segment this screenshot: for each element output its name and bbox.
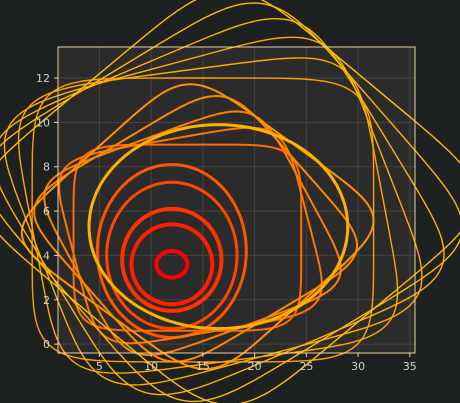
spiral-loop-5 — [72, 143, 303, 332]
y-tick-label: 6 — [43, 205, 50, 218]
spiral-loop-16 — [87, 123, 350, 331]
x-axis: 5 10 15 20 25 30 35 — [96, 353, 417, 373]
spiral-loop-7 — [43, 110, 342, 356]
y-axis: 0 2 4 6 8 10 12 — [36, 72, 58, 351]
x-tick-label: 30 — [351, 360, 365, 373]
y-tick-label: 12 — [36, 72, 50, 85]
x-tick-label: 25 — [299, 360, 313, 373]
y-tick-label: 10 — [36, 116, 50, 129]
x-tick-label: 10 — [144, 360, 158, 373]
x-tick-label: 35 — [403, 360, 417, 373]
plot-area — [58, 47, 415, 353]
spiral-loop-2 — [120, 206, 224, 313]
axes-frame — [57, 46, 416, 354]
x-tick-label: 20 — [248, 360, 262, 373]
y-tick-label: 8 — [43, 161, 50, 174]
spiral-loop-9 — [20, 83, 375, 370]
spiral-loop-3 — [105, 180, 239, 331]
y-tick-label: 2 — [43, 294, 50, 307]
x-tick-label: 15 — [196, 360, 210, 373]
spiral-loop-0 — [154, 249, 190, 280]
spiral-loop-8 — [33, 95, 358, 363]
spiral-loop-1 — [129, 222, 215, 307]
x-tick-label: 5 — [96, 360, 103, 373]
spiral-loop-11 — [17, 57, 399, 374]
y-tick-label: 4 — [43, 249, 50, 262]
spiral-loop-10 — [31, 77, 375, 363]
y-tick-label: 0 — [43, 338, 50, 351]
